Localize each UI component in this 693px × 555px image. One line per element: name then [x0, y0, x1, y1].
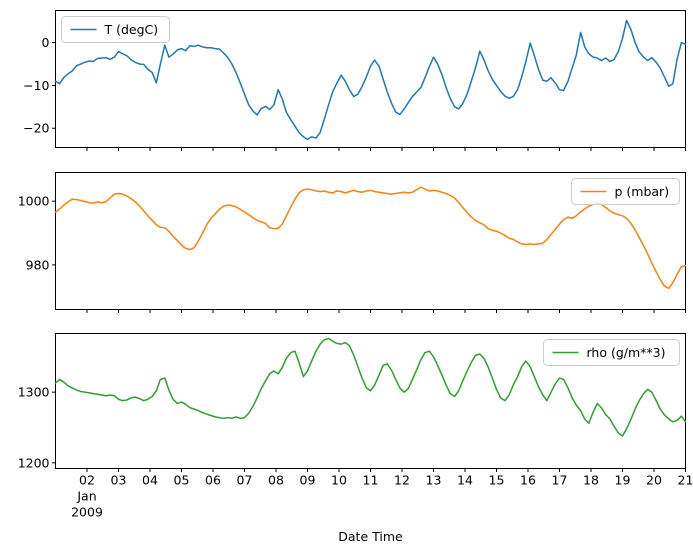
axes-panel-3: 1300 1200 02 03 04 05 06 07 08 09 10 11 12 13 14 15 16 17… — [18, 333, 693, 488]
xtick-label: 02 — [79, 473, 95, 488]
xtick-label: 07 — [237, 473, 253, 488]
legend-label: T (degC) — [104, 22, 159, 37]
ytick-label: 1300 — [18, 385, 50, 400]
legend-3: rho (g/m**3) — [543, 339, 680, 366]
xtick-label: 18 — [583, 473, 599, 488]
axes-panel-2: 1000 980 p (mbar) — [18, 172, 687, 313]
xtick-label: 19 — [615, 473, 631, 488]
xtick-label: 12 — [394, 473, 410, 488]
xtick-label: 20 — [646, 473, 662, 488]
xtick-label: 11 — [363, 473, 379, 488]
xtick-year-label: 2009 — [71, 505, 103, 520]
xaxis-label: Date Time — [338, 529, 403, 544]
legend-box — [571, 178, 680, 205]
xtick-label: 17 — [552, 473, 568, 488]
xtick-label: 13 — [426, 473, 442, 488]
xtick-label: 03 — [111, 473, 127, 488]
legend-2: p (mbar) — [571, 178, 680, 205]
legend-box — [61, 16, 170, 43]
legend-1: T (degC) — [61, 16, 170, 43]
axes-panel-1: 0 −10 −20 T (degC) — [23, 10, 687, 151]
xtick-label: 14 — [457, 473, 473, 488]
ytick-label: 1200 — [18, 455, 50, 470]
xtick-label: 09 — [300, 473, 316, 488]
xtick-label: 15 — [489, 473, 505, 488]
legend-label: rho (g/m**3) — [587, 345, 666, 360]
xtick-label: 04 — [142, 473, 158, 488]
xtick-label: 08 — [268, 473, 284, 488]
xtick-label: 06 — [205, 473, 221, 488]
series-line-2 — [54, 186, 687, 290]
legend-label: p (mbar) — [615, 184, 670, 199]
xtick-label: 05 — [174, 473, 190, 488]
xtick-label: 16 — [520, 473, 536, 488]
xtick-month-label: Jan — [76, 489, 96, 504]
xtick-label: 21 — [678, 473, 693, 488]
series-line-1 — [54, 19, 687, 141]
series-line-3 — [54, 337, 687, 437]
ytick-label: 980 — [26, 257, 50, 272]
ytick-label: −20 — [23, 121, 49, 136]
ytick-label: −10 — [23, 78, 49, 93]
legend-box — [543, 339, 680, 366]
xtick-label: 10 — [331, 473, 347, 488]
ytick-label: 1000 — [18, 194, 50, 209]
ytick-label: 0 — [42, 35, 50, 50]
